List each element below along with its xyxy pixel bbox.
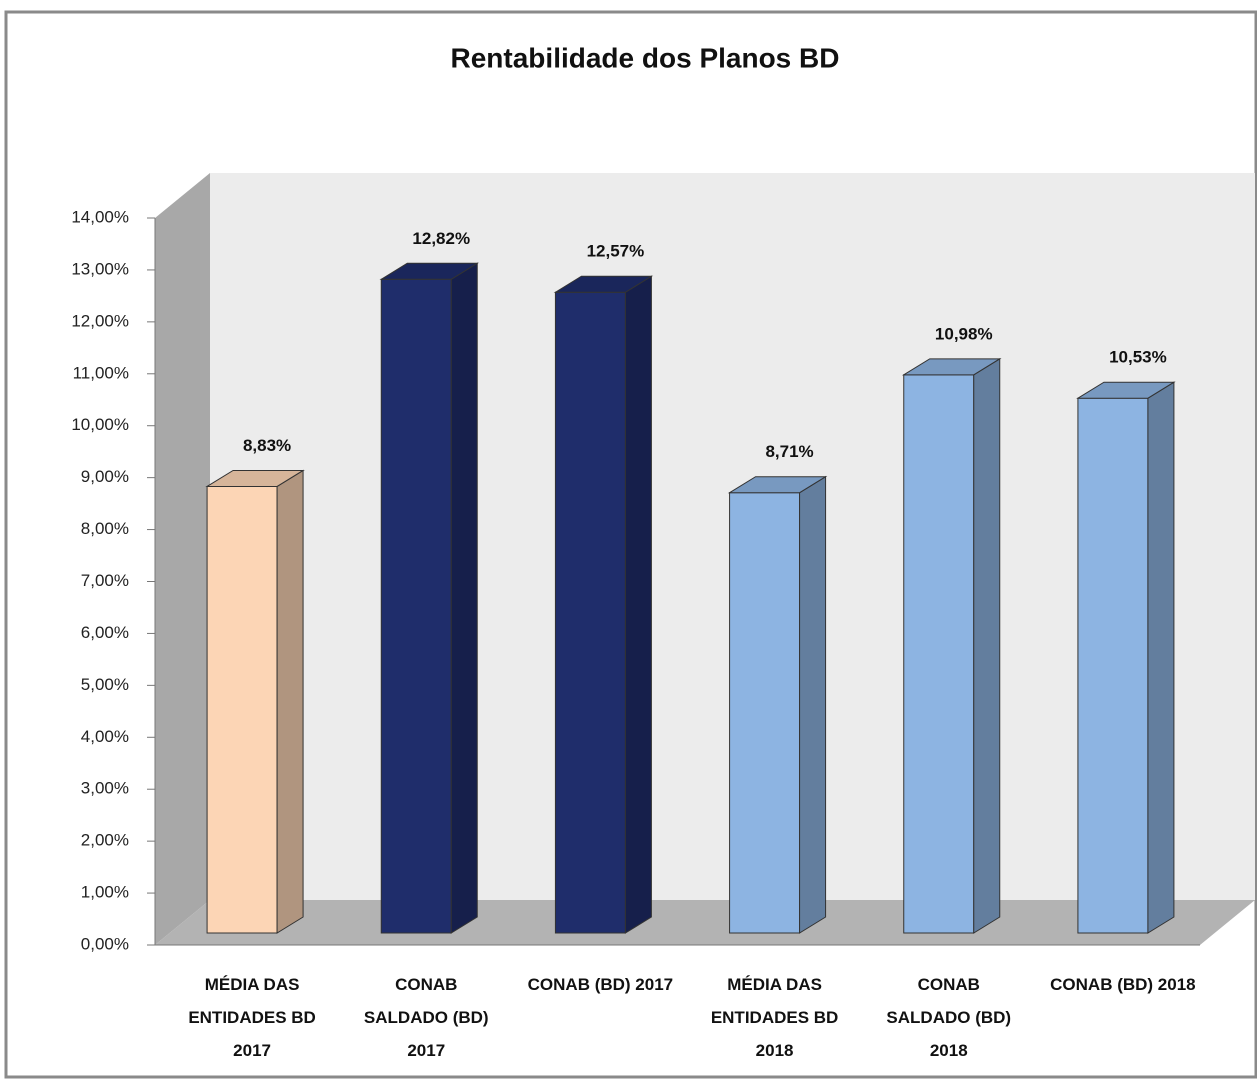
y-tick-label: 4,00% <box>81 727 129 746</box>
y-tick-label: 8,00% <box>81 519 129 538</box>
value-label: 12,82% <box>412 229 470 248</box>
x-tick-label: CONAB (BD) 2017 <box>527 975 674 994</box>
x-tick-label: CONAB SALDADO (BD) 2018 <box>886 975 1012 1060</box>
bar-top <box>553 275 654 293</box>
bar-side <box>450 262 478 934</box>
bar-front <box>1077 397 1149 934</box>
chart-title: Rentabilidade dos Planos BD <box>451 42 840 73</box>
y-tick-label: 1,00% <box>81 883 129 902</box>
y-tick-label: 3,00% <box>81 779 129 798</box>
bar-front <box>903 374 975 934</box>
bar-front <box>729 492 801 934</box>
x-tick-label: CONAB (BD) 2018 <box>1050 975 1196 994</box>
y-tick-label: 9,00% <box>81 467 129 486</box>
value-label: 8,83% <box>243 436 291 455</box>
x-tick-label: MÉDIA DAS ENTIDADES BD 2018 <box>710 975 839 1060</box>
value-label: 8,71% <box>765 442 813 461</box>
value-label: 10,98% <box>935 324 993 343</box>
side-wall <box>155 173 210 945</box>
x-tick-label: CONAB SALDADO (BD) 2017 <box>363 975 489 1060</box>
bar-front <box>206 485 278 934</box>
y-tick-label: 11,00% <box>73 363 129 382</box>
bar-top <box>1076 381 1176 399</box>
bar-top <box>205 469 305 487</box>
y-tick-label: 7,00% <box>81 571 129 590</box>
y-tick-label: 12,00% <box>71 311 129 330</box>
y-tick-label: 0,00% <box>81 934 129 953</box>
y-tick-label: 10,00% <box>71 415 129 434</box>
y-tick-label: 13,00% <box>71 259 129 278</box>
y-tick-label: 6,00% <box>81 623 129 642</box>
bar-top <box>901 358 1002 376</box>
bar-top <box>379 262 480 280</box>
value-label: 12,57% <box>587 242 645 261</box>
bar-side <box>799 475 827 934</box>
bar-top <box>727 476 828 494</box>
bar-side <box>624 275 652 934</box>
bar-front <box>554 291 626 934</box>
bar-side <box>276 469 304 934</box>
bar-side <box>1147 381 1175 934</box>
bar-front <box>380 278 452 934</box>
y-tick-label: 14,00% <box>71 207 129 226</box>
value-label: 10,53% <box>1109 348 1167 367</box>
y-tick-label: 5,00% <box>81 675 129 694</box>
x-tick-label: MÉDIA DAS ENTIDADES BD 2017 <box>188 975 316 1060</box>
bar-side <box>973 357 1001 934</box>
y-tick-label: 2,00% <box>81 831 129 850</box>
